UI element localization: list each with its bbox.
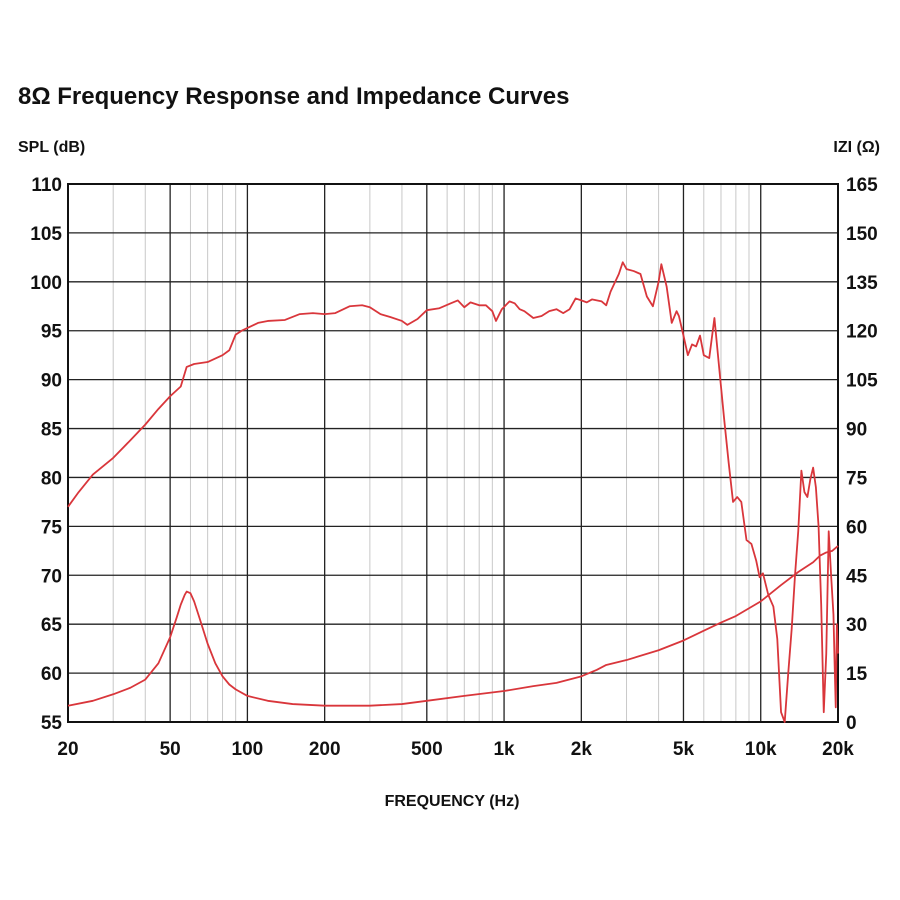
y-tick-label: 85 (41, 420, 63, 441)
y2-tick-label: 105 (846, 371, 878, 392)
y-tick-label: 75 (41, 517, 63, 538)
plot-frame (67, 183, 839, 723)
x-axis-label: FREQUENCY (Hz) (385, 793, 520, 810)
y2-tick-label: 45 (846, 566, 868, 587)
y-tick-label: 80 (41, 468, 62, 489)
y-tick-label: 95 (41, 322, 63, 343)
y2-tick-label: 15 (846, 664, 868, 685)
y2-tick-label: 150 (846, 224, 878, 245)
x-tick-label: 200 (309, 739, 341, 760)
minor-grid (112, 184, 750, 722)
x-tick-label: 20k (822, 739, 854, 760)
y2-axis-label: IZI (Ω) (833, 139, 880, 156)
y-tick-label: 105 (30, 224, 62, 245)
x-tick-label: 500 (411, 739, 443, 760)
y-tick-label: 70 (41, 566, 62, 587)
impedance-curve (67, 545, 839, 707)
y-tick-label: 55 (41, 713, 63, 734)
y2-tick-label: 135 (846, 273, 878, 294)
y2-tick-label: 0 (846, 713, 857, 734)
x-tick-label: 2k (571, 739, 593, 760)
x-tick-label: 1k (493, 739, 515, 760)
y2-tick-label: 90 (846, 420, 867, 441)
series-layer (67, 261, 839, 723)
y-tick-label: 65 (41, 615, 63, 636)
y-axis-label: SPL (dB) (18, 139, 85, 156)
spl-curve (67, 261, 839, 723)
x-tick-label: 50 (160, 739, 181, 760)
x-tick-label: 5k (673, 739, 695, 760)
y-tick-label: 110 (31, 175, 62, 196)
y-tick-label: 90 (41, 371, 62, 392)
x-tick-label: 10k (745, 739, 777, 760)
y2-tick-label: 120 (846, 322, 878, 343)
y-tick-labels: 110 105 100 95 90 85 80 75 70 65 60 55 (30, 175, 62, 734)
y2-tick-label: 165 (846, 175, 878, 196)
y-tick-label: 100 (30, 273, 62, 294)
major-grid (67, 183, 839, 723)
y2-tick-label: 30 (846, 615, 867, 636)
x-tick-labels: 20 50 100 200 500 1k 2k 5k 10k 20k (57, 739, 854, 760)
x-tick-label: 20 (57, 739, 78, 760)
x-tick-label: 100 (232, 739, 264, 760)
y2-tick-label: 60 (846, 517, 867, 538)
chart-title: 8Ω Frequency Response and Impedance Curv… (18, 83, 570, 110)
y-tick-label: 60 (41, 664, 62, 685)
y2-tick-label: 75 (846, 468, 868, 489)
